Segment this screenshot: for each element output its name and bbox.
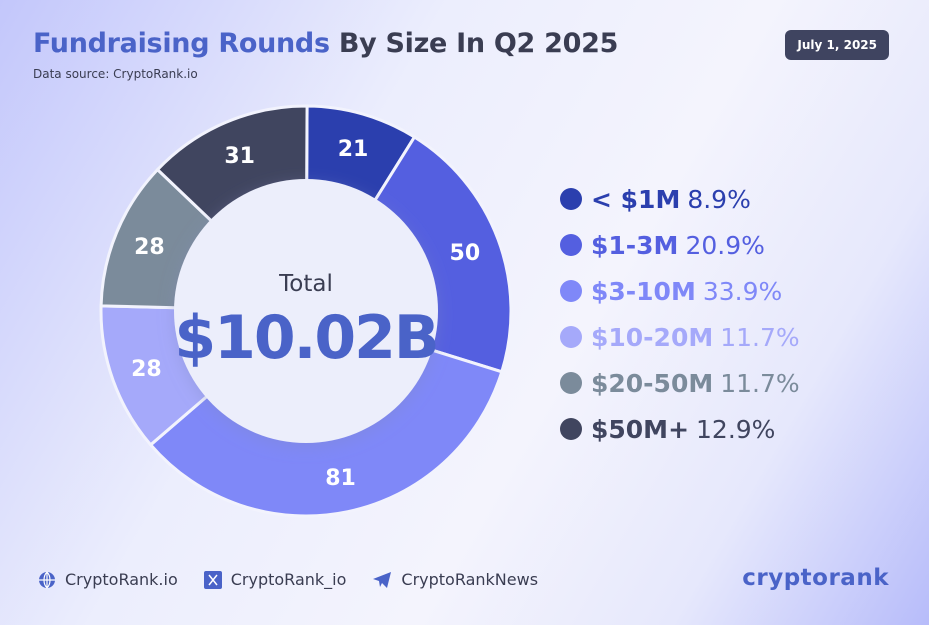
title-rest: By Size In Q2 2025 [338, 28, 619, 59]
donut-hole [174, 179, 438, 443]
slice-label: 31 [224, 144, 255, 169]
footer-telegram[interactable]: CryptoRankNews [372, 570, 538, 589]
legend-dot [560, 188, 582, 210]
legend-item: $20-50M 11.7% [560, 360, 800, 406]
legend-category: < $1M [591, 184, 681, 214]
legend-item: < $1M 8.9% [560, 176, 800, 222]
legend-percent: 20.9% [685, 230, 765, 260]
globe-icon [39, 571, 55, 588]
legend-category: $50M+ [591, 414, 690, 444]
footer-label: CryptoRank.io [65, 570, 178, 589]
legend-dot [560, 372, 582, 394]
slice-label: 28 [134, 235, 165, 260]
legend-dot [560, 234, 582, 256]
footer-website[interactable]: CryptoRank.io [38, 570, 178, 589]
legend-percent: 8.9% [687, 184, 751, 214]
legend-item: $10-20M 11.7% [560, 314, 800, 360]
center-value: $10.02B [174, 303, 437, 373]
legend-category: $3-10M [591, 276, 696, 306]
footer: CryptoRank.io CryptoRank_io CryptoRankNe… [38, 570, 564, 589]
footer-label: CryptoRank_io [230, 570, 347, 589]
cryptorank-logo: cryptorank [742, 565, 889, 591]
data-source: Data source: CryptoRank.io [33, 67, 198, 81]
telegram-icon [373, 571, 392, 588]
footer-label: CryptoRankNews [401, 570, 539, 589]
footer-x[interactable]: CryptoRank_io [203, 570, 347, 589]
x-icon [203, 570, 222, 589]
slice-label: 28 [131, 357, 162, 382]
legend-item: $3-10M 33.9% [560, 268, 800, 314]
legend-category: $20-50M [591, 368, 714, 398]
legend-percent: 11.7% [720, 322, 800, 352]
slice-label: 81 [325, 466, 356, 491]
legend-percent: 11.7% [720, 368, 800, 398]
slice-label: 50 [450, 241, 481, 266]
page-title: Fundraising Rounds By Size In Q2 2025 [33, 28, 618, 59]
legend-item: $1-3M 20.9% [560, 222, 800, 268]
legend-dot [560, 280, 582, 302]
legend-item: $50M+ 12.9% [560, 406, 800, 452]
slice-label: 21 [338, 137, 369, 162]
date-badge: July 1, 2025 [785, 30, 889, 60]
legend: < $1M 8.9% $1-3M 20.9% $3-10M 33.9% $10-20M 11.… [560, 176, 800, 452]
legend-percent: 12.9% [696, 414, 776, 444]
legend-percent: 33.9% [702, 276, 783, 306]
title-highlight: Fundraising Rounds [33, 28, 330, 59]
legend-category: $1-3M [591, 230, 679, 260]
legend-dot [560, 418, 582, 440]
legend-dot [560, 326, 582, 348]
center-label: Total [278, 271, 333, 297]
legend-category: $10-20M [591, 322, 714, 352]
